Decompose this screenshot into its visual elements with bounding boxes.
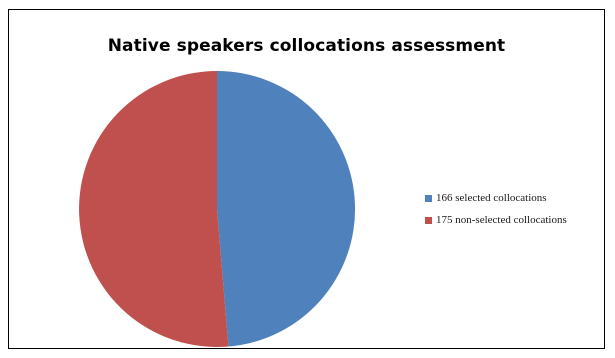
legend-item-selected: 166 selected collocations xyxy=(425,190,567,206)
legend-swatch-non-selected xyxy=(425,216,432,224)
pie-slice-non-selected xyxy=(79,71,229,347)
legend-label-non-selected: 175 non-selected collocations xyxy=(436,214,567,226)
legend-label-selected: 166 selected collocations xyxy=(436,192,547,204)
chart-title: Native speakers collocations assessment xyxy=(107,36,506,56)
legend-item-non-selected: 175 non-selected collocations xyxy=(425,212,567,228)
pie-slice-selected xyxy=(217,70,356,347)
chart-area: Native speakers collocations assessment … xyxy=(8,9,605,349)
legend: 166 selected collocations 175 non-select… xyxy=(425,190,567,234)
legend-swatch-selected xyxy=(425,194,432,202)
pie-chart xyxy=(79,70,356,347)
